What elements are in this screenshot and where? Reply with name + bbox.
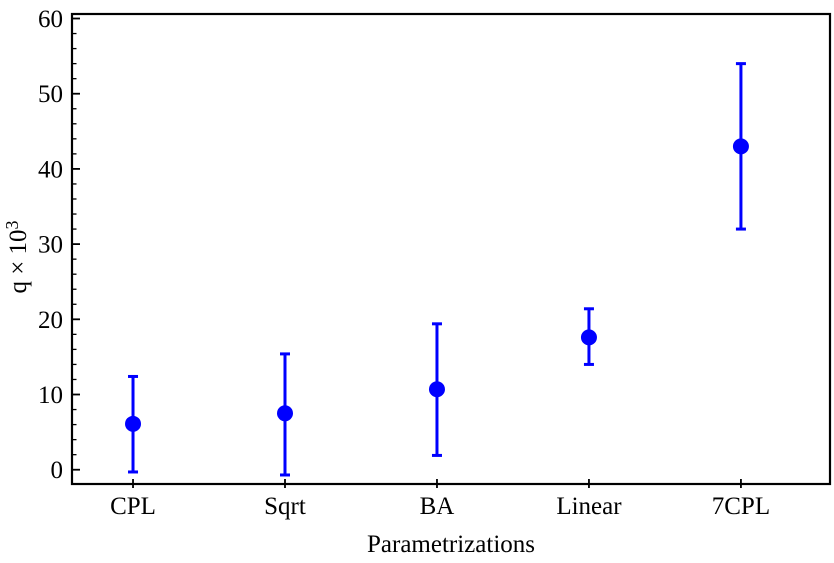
y-tick-label: 0 [51, 457, 64, 484]
y-axis-title-main: q × 10 [5, 229, 32, 294]
data-point-marker [732, 138, 749, 155]
x-category-label: BA [420, 493, 455, 520]
x-category-label: CPL [110, 493, 156, 520]
y-tick-label: 60 [38, 6, 63, 33]
data-point-marker [276, 405, 293, 422]
data-point-marker [580, 329, 597, 346]
data-point-marker [428, 381, 445, 398]
data-point-marker [125, 415, 142, 432]
x-category-label: Sqrt [264, 493, 306, 520]
y-tick-label: 50 [38, 81, 63, 108]
x-category-label: 7CPL [712, 493, 770, 520]
x-axis-title: Parametrizations [367, 531, 535, 558]
y-tick-label: 20 [38, 307, 63, 334]
y-tick-label: 10 [38, 382, 63, 409]
y-tick-label: 40 [38, 156, 63, 183]
y-axis-title-exponent: 3 [2, 220, 22, 230]
plot-frame [70, 12, 832, 486]
y-axis-title: q × 103 [2, 220, 33, 294]
y-tick-label: 30 [38, 232, 63, 259]
x-category-label: Linear [556, 493, 622, 520]
